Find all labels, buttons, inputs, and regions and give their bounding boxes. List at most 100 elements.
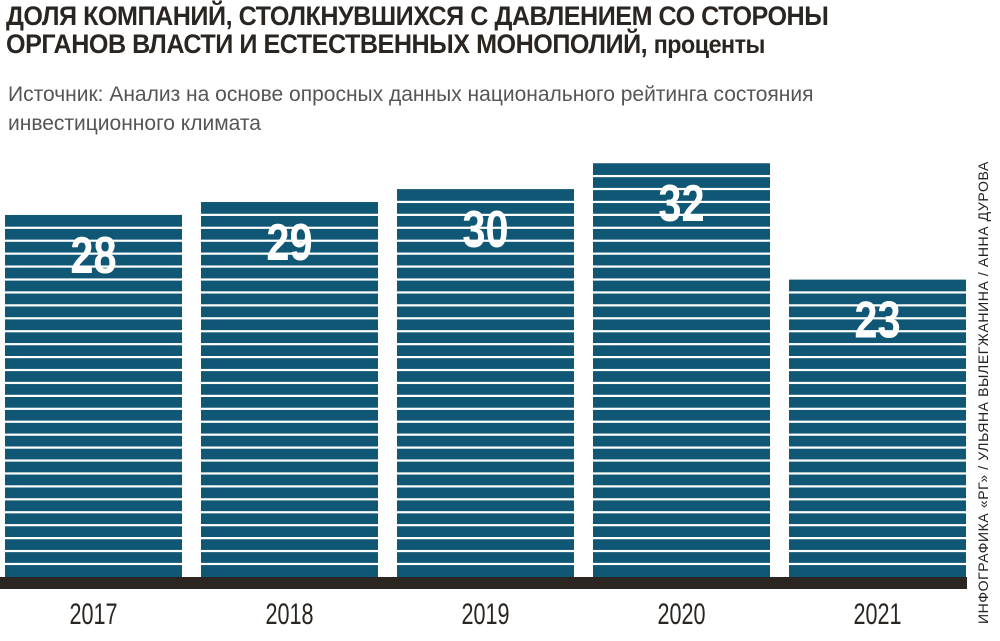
bar-stripe (789, 498, 966, 501)
bar-stripe (789, 549, 966, 553)
credit: ИНФОГРАФИКА «РГ» / УЛЬЯНА ВЫЛЕГЖАНИНА / … (975, 161, 991, 624)
value-label: 23 (854, 290, 900, 349)
bar-stripe (201, 511, 378, 514)
bar-stripe (201, 368, 378, 372)
bar-stripe (201, 355, 378, 359)
bar-stripe (593, 200, 770, 204)
bar-stripe (5, 485, 182, 488)
bar-stripe (5, 446, 182, 449)
bar-stripe (789, 407, 966, 410)
bar-stripe (593, 537, 770, 540)
bar-stripe (789, 562, 966, 566)
bar-stripe (201, 407, 378, 410)
bar-stripe (789, 394, 966, 397)
bar-stripe (789, 459, 966, 462)
bar-stripe (201, 317, 378, 320)
bar-stripe (593, 239, 770, 242)
bar-stripe (201, 485, 378, 488)
bar-stripe (397, 317, 574, 320)
bar-stripe (593, 265, 770, 268)
bar-stripe (5, 549, 182, 553)
bar-stripe (5, 511, 182, 514)
bar-stripe (593, 368, 770, 372)
value-label: 30 (462, 200, 508, 259)
bar-stripe (201, 562, 378, 566)
bar-2018 (201, 202, 378, 577)
bar-stripe (789, 381, 966, 385)
x-tick-label: 2020 (657, 596, 705, 630)
bar-stripe (5, 278, 182, 281)
bar-stripe (201, 549, 378, 553)
bar-stripe (593, 420, 770, 423)
value-label: 29 (266, 213, 312, 272)
bar-stripe (789, 330, 966, 333)
bar-stripe (397, 472, 574, 475)
bar-stripe (397, 485, 574, 488)
bar-stripe (201, 343, 378, 346)
bar-stripe (5, 252, 182, 255)
bar-stripe (5, 524, 182, 527)
bar-stripe (201, 291, 378, 294)
bar-stripe (593, 472, 770, 475)
value-label: 32 (658, 174, 704, 233)
title-line-2: ОРГАНОВ ВЛАСТИ И ЕСТЕСТВЕННЫХ МОНОПОЛИЙ, (6, 29, 648, 59)
x-tick-label: 2017 (69, 596, 117, 630)
x-tick-label: 2021 (853, 596, 901, 630)
bar-stripe (201, 394, 378, 397)
bar-stripe (593, 226, 770, 229)
bar-stripe (397, 562, 574, 566)
bar-stripe (201, 498, 378, 501)
bar-stripe (201, 304, 378, 307)
bar-stripe (5, 265, 182, 268)
bar-stripe (397, 200, 574, 204)
bar-stripe (397, 278, 574, 281)
bar-stripe (789, 317, 966, 320)
bar-stripe (201, 459, 378, 462)
bar-stripe (593, 394, 770, 397)
bar-stripe (397, 511, 574, 514)
bar-stripe (593, 330, 770, 333)
bar-stripe (789, 472, 966, 475)
bar-stripe (5, 498, 182, 501)
bar-stripe (5, 291, 182, 294)
title-line-1: ДОЛЯ КОМПАНИЙ, СТОЛКНУВШИХСЯ С ДАВЛЕНИЕМ… (6, 1, 829, 31)
bar-stripe (789, 304, 966, 307)
bar-stripe (397, 459, 574, 462)
bar-stripe (5, 394, 182, 397)
bar-stripe (5, 355, 182, 359)
bar-stripe (201, 278, 378, 281)
bar-stripe (593, 446, 770, 449)
bar-stripe (397, 381, 574, 385)
bar-stripe (593, 252, 770, 255)
bar-stripe (593, 213, 770, 216)
bar-stripe (201, 420, 378, 423)
bar-stripe (593, 278, 770, 281)
bar-stripe (5, 459, 182, 462)
bar-stripe (201, 472, 378, 475)
bar-stripe (789, 511, 966, 514)
bar-stripe (593, 524, 770, 527)
bar-stripe (5, 317, 182, 320)
bar-stripe (593, 317, 770, 320)
chart-title: ДОЛЯ КОМПАНИЙ, СТОЛКНУВШИХСЯ С ДАВЛЕНИЕМ… (6, 1, 829, 59)
bar-stripe (5, 537, 182, 540)
bar-stripe (789, 368, 966, 372)
bar-stripe (5, 433, 182, 436)
bar-stripe (5, 420, 182, 423)
bar-stripe (593, 187, 770, 191)
bar-stripe (593, 407, 770, 410)
bar-stripe (5, 562, 182, 566)
bar-stripe (397, 265, 574, 268)
bar-stripe (201, 537, 378, 540)
bar-stripe (397, 446, 574, 449)
bar-stripe (5, 239, 182, 242)
bar-stripe (593, 304, 770, 307)
bar-stripe (397, 433, 574, 436)
bar-stripe (593, 549, 770, 553)
bar-stripe (593, 498, 770, 501)
bar-stripe (397, 226, 574, 229)
bar-stripe (397, 304, 574, 307)
bar-stripe (5, 381, 182, 385)
bar-stripe (593, 511, 770, 514)
